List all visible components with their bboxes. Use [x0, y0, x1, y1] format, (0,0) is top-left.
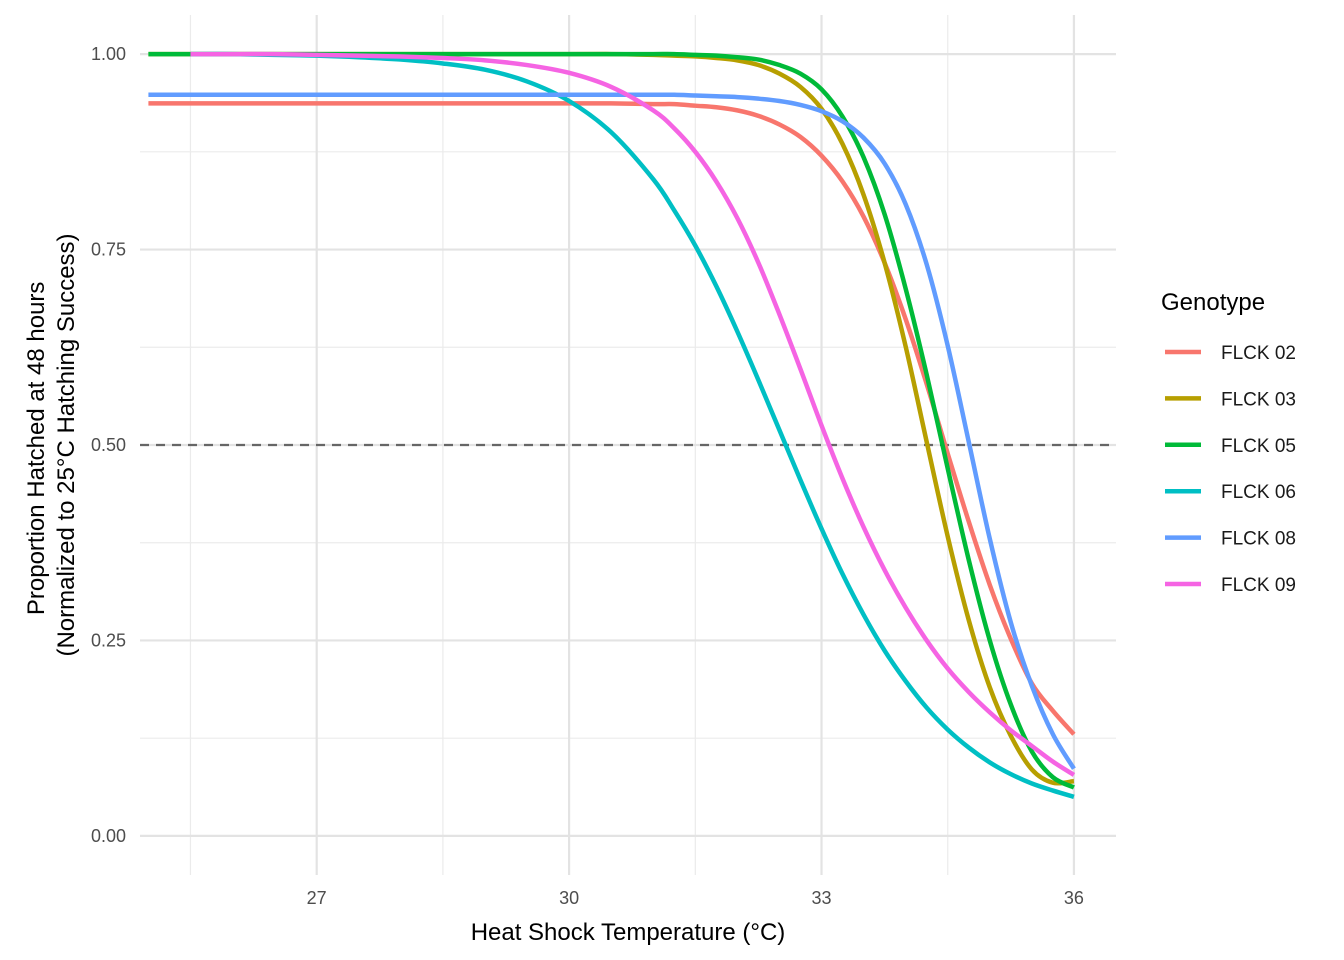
y-tick-label: 1.00 [91, 44, 126, 64]
legend-label: FLCK 05 [1221, 436, 1296, 457]
y-axis-ticks: 0.00 0.25 0.50 0.75 1.00 [91, 44, 126, 846]
series-line-flck-09 [190, 51, 1076, 777]
minor-gridlines [140, 15, 1116, 875]
x-tick-label: 27 [307, 888, 327, 908]
legend-item: FLCK 09 [1165, 575, 1296, 596]
legend-label: FLCK 02 [1221, 343, 1296, 364]
x-tick-label: 36 [1064, 888, 1084, 908]
y-axis-title-line-1: Proportion Hatched at 48 hours [23, 282, 50, 616]
x-axis-title: Heat Shock Temperature (°C) [471, 919, 786, 946]
series-line-flck-06 [190, 51, 1075, 799]
y-tick-label: 0.25 [91, 630, 126, 650]
x-tick-label: 33 [812, 888, 832, 908]
legend-label: FLCK 09 [1221, 575, 1296, 596]
y-tick-label: 0.00 [91, 826, 126, 846]
legend-item: FLCK 03 [1165, 389, 1296, 410]
series-line-flck-02 [148, 101, 1076, 736]
y-axis-title-line-2: (Normalized to 25°C Hatching Success) [53, 233, 80, 656]
x-axis-ticks: 27 30 33 36 [307, 888, 1084, 908]
series-line-flck-05 [148, 51, 1075, 790]
y-axis-title: Proportion Hatched at 48 hours (Normaliz… [23, 233, 80, 656]
legend-item: FLCK 08 [1165, 529, 1296, 550]
x-tick-label: 30 [559, 888, 579, 908]
y-tick-label: 0.75 [91, 240, 126, 260]
series-line-flck-08 [148, 92, 1076, 770]
series-lines [148, 51, 1076, 799]
legend-title: Genotype [1161, 289, 1265, 316]
legend-label: FLCK 06 [1221, 482, 1296, 503]
legend-label: FLCK 03 [1221, 389, 1296, 410]
legend-item: FLCK 02 [1165, 343, 1296, 364]
legend-item: FLCK 05 [1165, 436, 1296, 457]
legend-items: FLCK 02 FLCK 03 FLCK 05 FLCK 06 FLCK 08 FLCK … [1165, 343, 1296, 596]
legend-item: FLCK 06 [1165, 482, 1296, 503]
y-tick-label: 0.50 [91, 435, 126, 455]
legend-label: FLCK 08 [1221, 529, 1296, 550]
